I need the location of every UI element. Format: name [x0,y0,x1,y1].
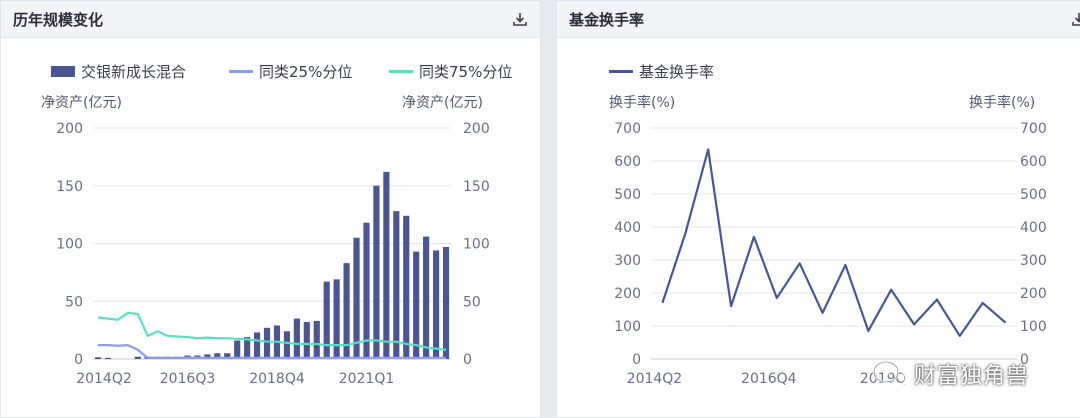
y-tick-label-right: 600 [1020,154,1047,170]
watermark-text: 财富独角兽 [914,364,1030,389]
x-tick-label: 2014Q2 [627,371,683,387]
y-tick-label-left: 400 [614,220,641,236]
x-tick-label: 2016Q3 [160,371,216,387]
panel-header: 基金换手率 [557,1,1080,38]
legend-label: 交银新成长混合 [81,63,186,81]
y-tick-label-left: 700 [614,121,641,137]
legend-swatch [51,66,75,77]
y-tick-label-left: 200 [614,286,641,302]
bar [413,251,420,359]
x-tick-label: 2016Q4 [741,371,797,387]
bar [293,318,300,359]
wechat-icon [872,360,908,388]
y-tick-label-left: 500 [614,187,641,203]
y-axis-title-right: 换手率(%) [969,94,1035,111]
y-tick-label-right: 100 [1020,319,1047,335]
bar [423,236,430,359]
bar [313,320,320,359]
series-line [97,344,447,359]
bar [94,357,102,359]
y-tick-label-left: 50 [65,294,83,310]
series-line [661,148,1007,337]
bar [442,246,450,359]
bar [373,185,380,359]
legend-label: 同类75%分位 [419,63,512,81]
legend-label: 同类25%分位 [259,63,352,81]
y-tick-label-right: 150 [463,179,490,195]
y-axis-title-left: 净资产(亿元) [41,95,122,111]
bar [393,211,400,359]
y-tick-label-right: 400 [1020,220,1047,236]
y-tick-label-right: 0 [1020,352,1029,368]
legend-label: 基金换手率 [639,63,714,81]
bar [433,250,440,359]
x-tick-label: 2021Q1 [339,371,395,387]
download-icon[interactable] [1071,11,1080,27]
panel-header: 历年规模变化 [1,1,540,38]
bar [283,331,290,359]
y-tick-label-left: 0 [74,352,83,368]
bar [104,357,111,359]
x-tick-label: 2019Q [860,371,907,387]
bar [263,327,271,359]
bar [333,279,340,359]
y-tick-label-left: 150 [56,179,83,195]
y-tick-label-right: 500 [1020,187,1047,203]
y-tick-label-right: 300 [1020,253,1047,269]
y-axis-title-left: 换手率(%) [609,94,675,111]
bar [383,171,390,359]
y-tick-label-left: 0 [632,352,641,368]
y-tick-label-left: 600 [614,154,641,170]
y-axis-title-right: 净资产(亿元) [402,95,483,111]
y-tick-label-right: 200 [1020,286,1047,302]
x-tick-label: 2018Q4 [249,371,305,387]
bar [204,354,211,359]
y-tick-label-right: 100 [463,237,490,253]
bar [244,337,251,359]
bar [303,322,310,359]
bar [254,332,261,359]
turnover-panel: 基金换手率 基金换手率换手率(%) 换手率(%) 0 0 100 100 200 200 300… [556,0,1080,418]
bar [353,237,360,359]
y-tick-label-right: 200 [463,121,490,137]
x-tick-label: 2014Q2 [76,371,132,387]
bar [224,353,231,359]
panel-title: 基金换手率 [569,11,645,29]
panel-title: 历年规模变化 [13,11,104,29]
y-tick-label-left: 100 [614,319,641,335]
bar [343,263,350,359]
bar [214,353,221,359]
y-tick-label-right: 0 [463,352,472,368]
y-tick-label-left: 200 [56,121,83,137]
bar [403,215,410,359]
y-tick-label-left: 100 [56,237,83,253]
series-line [97,311,447,351]
bar [323,281,330,359]
bar [234,340,241,359]
download-icon[interactable] [512,11,528,27]
scale-panel: 历年规模变化 交银新成长混合 同类25%分位 同类75%分位净资产(亿元) 净资产(亿… [0,0,541,418]
y-tick-label-right: 50 [463,294,481,310]
y-tick-label-left: 300 [614,253,641,269]
y-tick-label-right: 700 [1020,121,1047,137]
bar [134,356,141,359]
bar [363,222,370,359]
